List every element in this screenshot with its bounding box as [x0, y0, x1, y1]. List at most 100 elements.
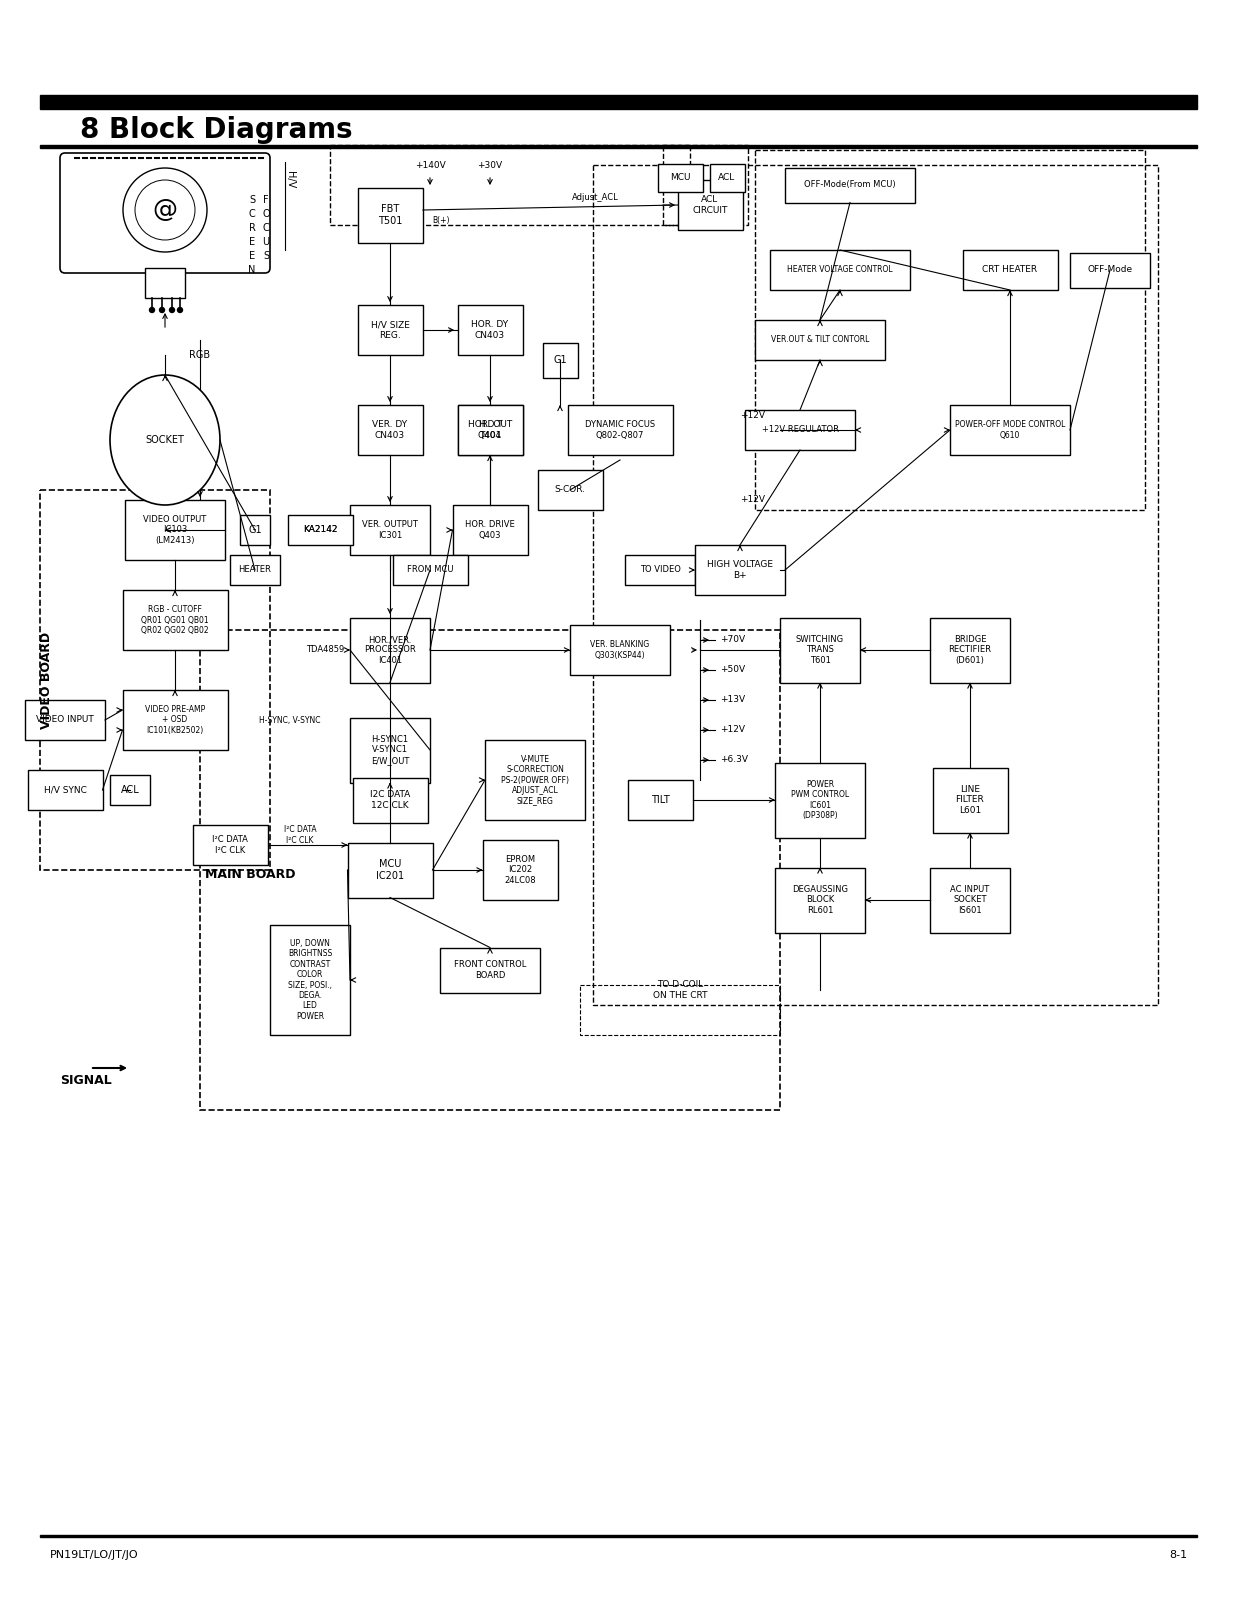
Text: +12V: +12V	[740, 411, 764, 419]
Bar	[755, 320, 884, 360]
Bar	[580, 986, 781, 1035]
Text: TO VIDEO: TO VIDEO	[640, 565, 680, 574]
Text: ACL
CIRCUIT: ACL CIRCUIT	[693, 195, 727, 214]
Bar	[353, 778, 428, 822]
Bar	[933, 768, 1007, 832]
Text: SOCKET: SOCKET	[146, 435, 184, 445]
Bar	[785, 168, 915, 203]
Text: G1: G1	[249, 525, 262, 534]
Bar	[110, 774, 150, 805]
Text: UP, DOWN
BRIGHTNSS
CONTRAST
COLOR
SIZE, POSI.,
DEGA.
LED
POWER: UP, DOWN BRIGHTNSS CONTRAST COLOR SIZE, …	[288, 939, 332, 1021]
Text: HIGH VOLTAGE
B+: HIGH VOLTAGE B+	[708, 560, 773, 579]
Text: ACL: ACL	[121, 786, 140, 795]
Text: +12V: +12V	[740, 496, 764, 504]
Bar	[678, 179, 742, 230]
Bar	[200, 630, 781, 1110]
Text: POWER
PWM CONTROL
IC601
(DP308P): POWER PWM CONTROL IC601 (DP308P)	[790, 779, 849, 821]
Text: I2C DATA
12C CLK: I2C DATA 12C CLK	[370, 790, 411, 810]
Text: TILT: TILT	[651, 795, 669, 805]
Bar	[240, 515, 270, 546]
Bar	[769, 250, 910, 290]
Text: VER.OUT & TILT CONTORL: VER.OUT & TILT CONTORL	[771, 336, 870, 344]
Bar	[625, 555, 695, 586]
Text: H.D.T
T401: H.D.T T401	[477, 421, 502, 440]
Bar	[543, 342, 578, 378]
Text: H/V SIZE
REG.: H/V SIZE REG.	[371, 320, 409, 339]
Bar	[776, 867, 865, 933]
Text: DEGAUSSING
BLOCK
RL601: DEGAUSSING BLOCK RL601	[792, 885, 849, 915]
Text: DYNAMIC FOCUS
Q802-Q807: DYNAMIC FOCUS Q802-Q807	[585, 421, 656, 440]
Text: AC INPUT
SOCKET
IS601: AC INPUT SOCKET IS601	[950, 885, 990, 915]
Text: 8 Block Diagrams: 8 Block Diagrams	[80, 117, 353, 144]
Text: H-SYNC, V-SYNC: H-SYNC, V-SYNC	[260, 715, 320, 725]
Text: OFF-Mode(From MCU): OFF-Mode(From MCU)	[804, 181, 896, 189]
Text: VIDEO OUTPUT
IC103
(LM2413): VIDEO OUTPUT IC103 (LM2413)	[143, 515, 207, 546]
Bar	[440, 947, 541, 992]
Bar	[40, 1534, 1197, 1538]
Text: H/V SYNC: H/V SYNC	[43, 786, 87, 795]
Bar	[122, 590, 228, 650]
Text: @: @	[152, 198, 177, 222]
Text: HOR./VER.
PROCESSOR
IC401: HOR./VER. PROCESSOR IC401	[364, 635, 416, 666]
Text: C: C	[249, 210, 255, 219]
Text: VER. OUTPUT
IC301: VER. OUTPUT IC301	[362, 520, 418, 539]
Text: B(+): B(+)	[432, 216, 449, 224]
Bar	[392, 555, 468, 586]
Text: +140V: +140V	[414, 160, 445, 170]
Bar	[658, 165, 703, 192]
Bar	[710, 165, 745, 192]
Text: I²C DATA
I²C CLK: I²C DATA I²C CLK	[212, 835, 247, 854]
Bar	[40, 490, 270, 870]
Text: G1: G1	[553, 355, 567, 365]
Bar	[348, 843, 433, 898]
Text: C: C	[262, 222, 270, 234]
Bar	[458, 306, 522, 355]
Bar	[350, 717, 430, 782]
Text: V-MUTE
S-CORRECTION
PS-2(POWER OFF)
ADJUST_ACL
SIZE_REG: V-MUTE S-CORRECTION PS-2(POWER OFF) ADJU…	[501, 755, 569, 805]
Bar	[122, 690, 228, 750]
Text: OFF-Mode: OFF-Mode	[1087, 266, 1133, 275]
Text: POWER-OFF MODE CONTROL
Q610: POWER-OFF MODE CONTROL Q610	[955, 421, 1065, 440]
Text: MCU: MCU	[669, 173, 690, 182]
Text: SWITCHING
TRANS
T601: SWITCHING TRANS T601	[795, 635, 844, 666]
Text: +12V: +12V	[720, 725, 745, 734]
Text: VER. DY
CN403: VER. DY CN403	[372, 421, 407, 440]
Text: +13V: +13V	[720, 696, 745, 704]
Text: BRIDGE
RECTIFIER
(D601): BRIDGE RECTIFIER (D601)	[949, 635, 992, 666]
Text: 8-1: 8-1	[1169, 1550, 1188, 1560]
Bar	[593, 165, 1158, 1005]
Text: Adjust_ACL: Adjust_ACL	[571, 194, 618, 203]
Bar	[27, 770, 103, 810]
Circle shape	[160, 307, 165, 312]
Bar	[453, 506, 527, 555]
Text: MAIN BOARD: MAIN BOARD	[205, 869, 296, 882]
Text: PN19LT/LO/JT/JO: PN19LT/LO/JT/JO	[49, 1550, 139, 1560]
Text: HEATER VOLTAGE CONTROL: HEATER VOLTAGE CONTROL	[787, 266, 893, 275]
Text: CRT HEATER: CRT HEATER	[982, 266, 1038, 275]
Bar	[40, 146, 1197, 149]
Text: ACL: ACL	[719, 173, 736, 182]
Text: MCU
IC201: MCU IC201	[376, 859, 404, 880]
Bar	[485, 739, 585, 819]
Text: +6.3V: +6.3V	[720, 755, 748, 765]
Text: E: E	[249, 251, 255, 261]
Bar	[745, 410, 855, 450]
Text: RGB: RGB	[189, 350, 210, 360]
Text: S: S	[263, 251, 270, 261]
Text: +12V REGULATOR: +12V REGULATOR	[762, 426, 839, 435]
Bar	[755, 150, 1145, 510]
Bar	[962, 250, 1058, 290]
Circle shape	[169, 307, 174, 312]
Bar	[538, 470, 602, 510]
Bar	[357, 405, 423, 454]
Text: VIDEO PRE-AMP
+ OSD
IC101(KB2502): VIDEO PRE-AMP + OSD IC101(KB2502)	[145, 706, 205, 734]
Bar	[1070, 253, 1150, 288]
Bar	[40, 94, 1197, 109]
Text: FRONT CONTROL
BOARD: FRONT CONTROL BOARD	[454, 960, 526, 979]
Text: HOR. OUT
Q404: HOR. OUT Q404	[468, 421, 512, 440]
Text: S-COR.: S-COR.	[554, 485, 585, 494]
Text: VIDEO INPUT: VIDEO INPUT	[36, 715, 94, 725]
Bar	[627, 781, 693, 819]
Text: +70V: +70V	[720, 635, 745, 645]
Text: HEATER: HEATER	[239, 565, 271, 574]
